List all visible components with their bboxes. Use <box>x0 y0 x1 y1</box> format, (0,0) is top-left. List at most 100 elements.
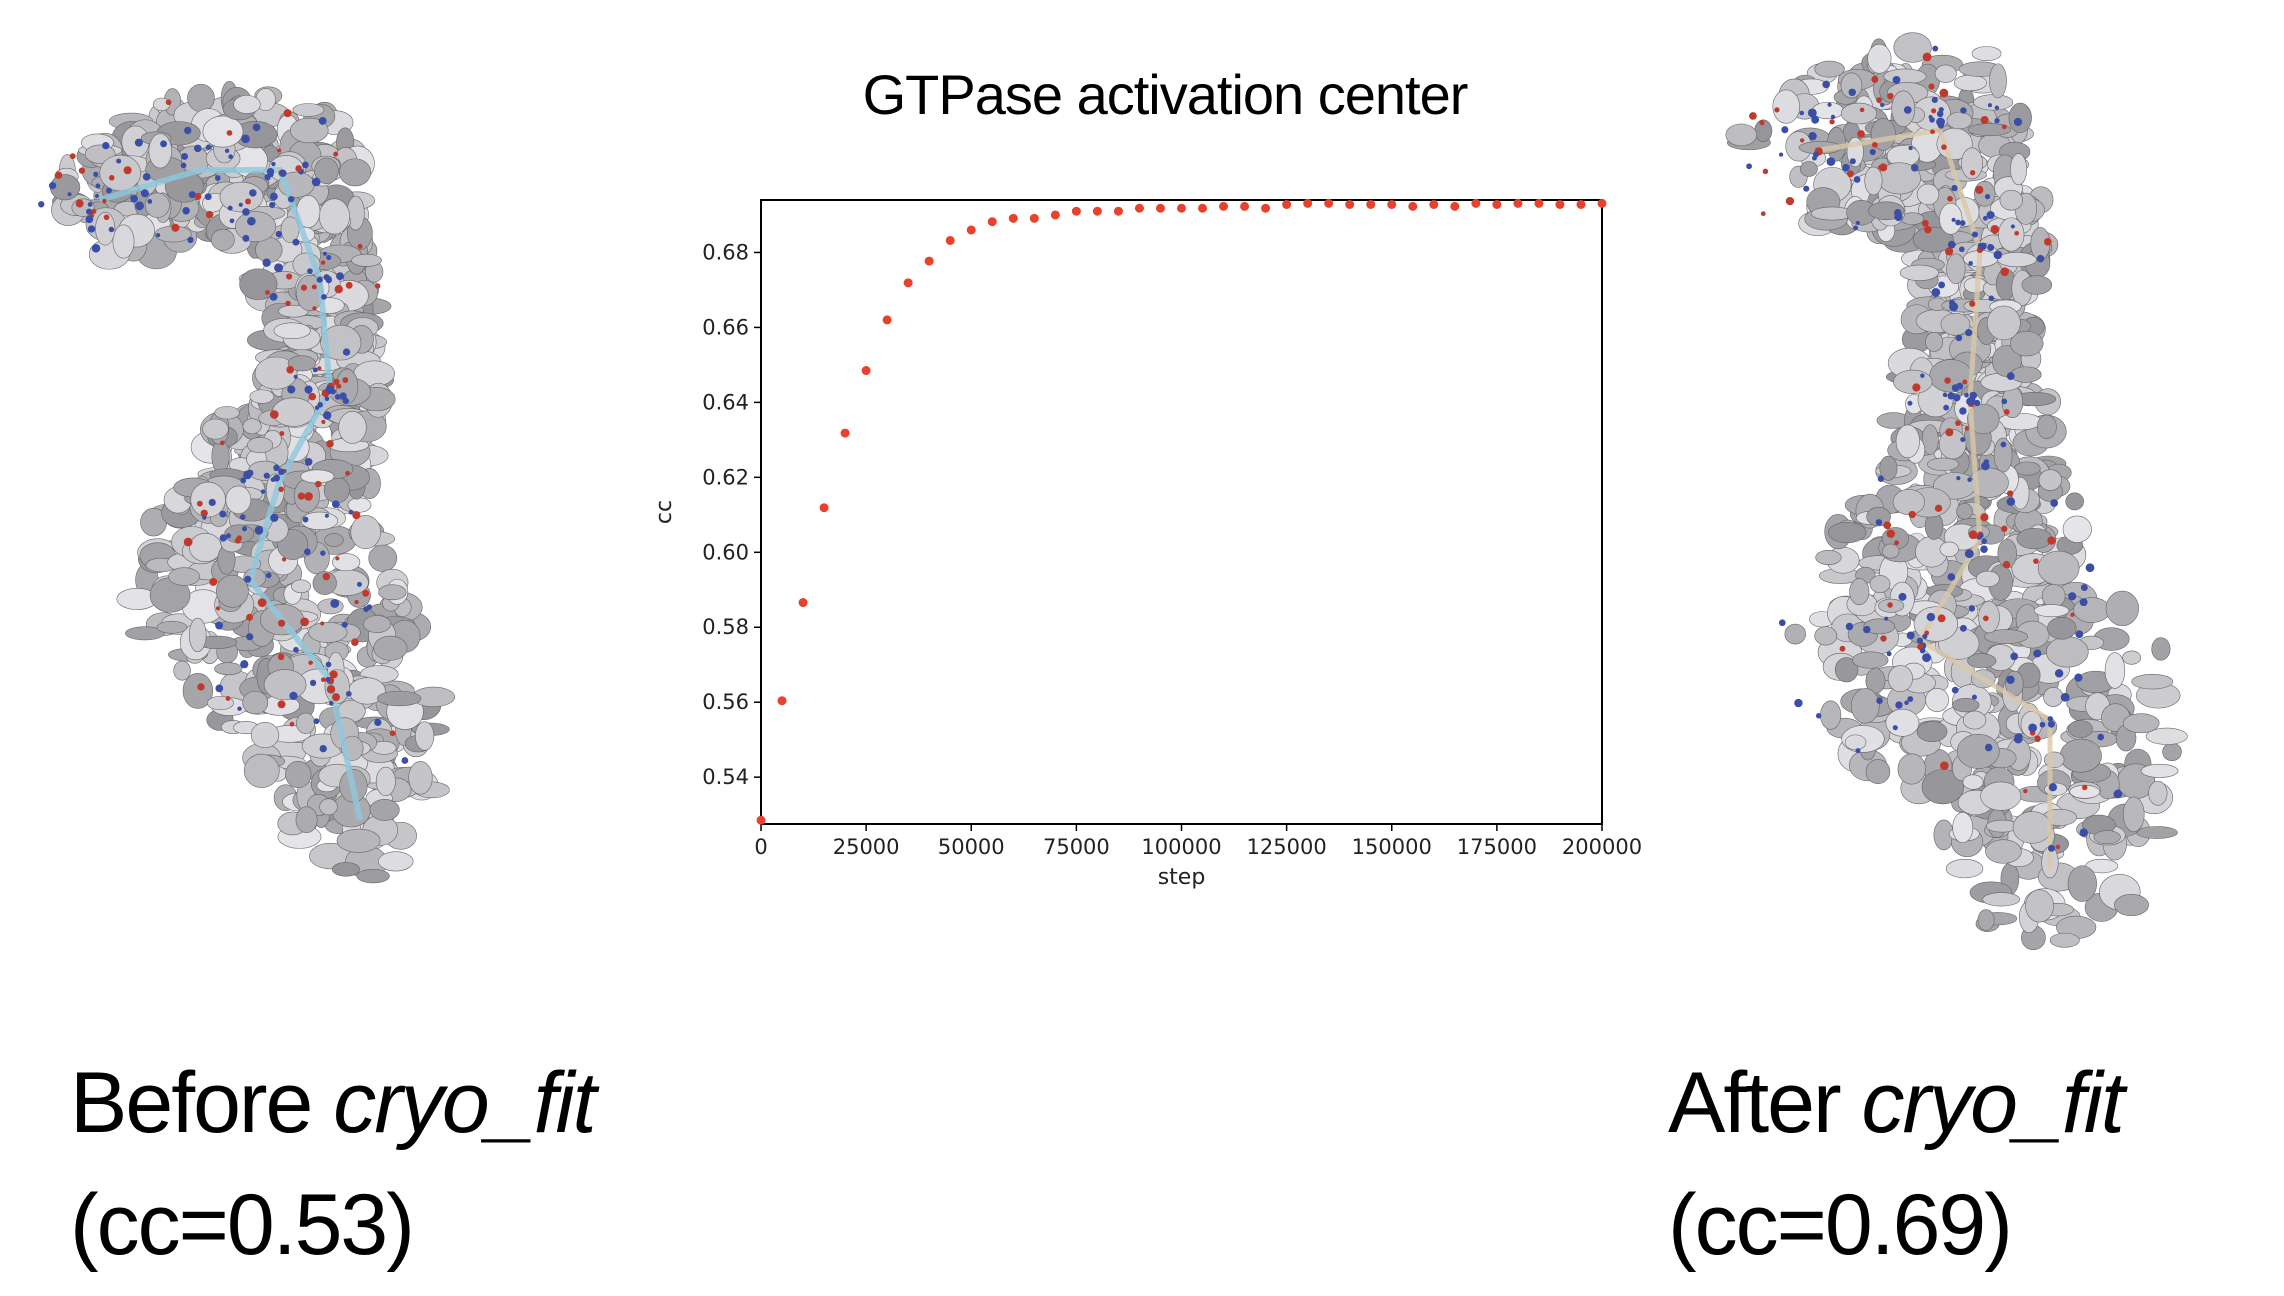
density-blob <box>1849 578 1870 606</box>
atom <box>1892 725 1898 731</box>
atom <box>1875 519 1883 526</box>
density-blob <box>2043 751 2065 769</box>
density-blob <box>351 253 382 267</box>
atom <box>1955 219 1961 226</box>
density-blob <box>1929 359 1973 393</box>
atom <box>1826 157 1836 166</box>
density-blob <box>1865 759 1891 785</box>
atom <box>205 210 214 219</box>
density-blob <box>1997 412 2043 431</box>
atom <box>181 152 189 160</box>
atom <box>1959 246 1965 253</box>
atom <box>362 589 370 597</box>
density-blob <box>312 571 337 595</box>
atom <box>300 617 309 627</box>
atom <box>1938 281 1946 289</box>
density-blob <box>1945 859 1984 879</box>
atom <box>335 556 340 561</box>
atom <box>205 144 212 151</box>
atom <box>2033 558 2039 564</box>
atom <box>1808 131 1817 141</box>
atom <box>240 477 247 484</box>
density-blob <box>292 103 325 117</box>
data-point <box>1134 203 1144 213</box>
density-blob <box>2037 550 2080 586</box>
atom <box>237 706 242 711</box>
atom <box>1994 118 2000 124</box>
data-point <box>1534 198 1544 208</box>
atom <box>1746 163 1752 170</box>
density-blob <box>285 760 312 788</box>
atom <box>1955 334 1963 342</box>
atom <box>348 509 354 515</box>
atom <box>1964 426 1970 431</box>
atom <box>304 492 313 501</box>
data-point <box>987 217 997 227</box>
density-blob <box>1820 700 1842 730</box>
atom <box>287 385 296 394</box>
atom <box>389 730 396 737</box>
atom <box>2034 735 2041 743</box>
density-blob <box>2021 275 2053 295</box>
atom <box>1947 392 1955 400</box>
density-blob <box>1895 424 1920 459</box>
atom <box>2044 238 2052 246</box>
density-blob <box>332 862 360 877</box>
cc-vs-step-chart: 0 25000 50000 75000 100000 125000 150000 175000… <box>652 198 1642 890</box>
density-blob <box>1840 72 1863 99</box>
atom <box>262 258 271 267</box>
density-blob <box>1927 457 1960 471</box>
atom <box>329 700 334 706</box>
atom <box>1876 97 1882 103</box>
density-blob <box>2073 597 2111 623</box>
atom <box>182 206 190 215</box>
data-point <box>1113 206 1123 216</box>
atom <box>194 192 202 200</box>
atom <box>1760 211 1766 217</box>
y-tick-label: 0.56 <box>702 690 749 714</box>
atom <box>1892 75 1901 84</box>
atom <box>1959 407 1967 415</box>
density-blob <box>1863 618 1896 635</box>
density-blob <box>2025 889 2054 923</box>
atom <box>325 661 332 668</box>
density-blob <box>2148 780 2168 806</box>
atom <box>1986 210 1995 220</box>
atom <box>351 638 359 647</box>
atom <box>2048 783 2058 792</box>
data-point <box>1324 198 1334 208</box>
x-tick-label: 50000 <box>938 835 1005 859</box>
density-blob <box>2010 366 2042 383</box>
atom <box>278 619 286 627</box>
atom <box>1919 647 1926 654</box>
atom <box>279 431 285 436</box>
density-blob <box>1975 570 2000 588</box>
density-blob <box>1940 312 1971 336</box>
data-point <box>777 696 787 706</box>
atom <box>240 514 246 520</box>
atom <box>1884 616 1889 621</box>
density-blob <box>1993 437 2013 473</box>
atom <box>1859 107 1865 113</box>
atom <box>242 208 250 216</box>
density-blob <box>356 868 390 884</box>
atom <box>2000 267 2010 276</box>
atom <box>260 489 266 494</box>
data-point <box>1282 199 1292 209</box>
atom <box>1930 129 1935 135</box>
density-blob <box>216 574 249 608</box>
atom <box>336 384 342 389</box>
atom <box>302 161 309 169</box>
atom <box>227 205 233 211</box>
atom <box>1842 163 1850 172</box>
density-blob <box>2067 865 2097 902</box>
atom <box>1916 637 1924 644</box>
atom <box>87 225 96 233</box>
density-blob <box>1866 506 1891 527</box>
data-point <box>1219 201 1229 211</box>
density-blob <box>1885 708 1920 737</box>
data-point <box>1513 198 1523 208</box>
x-tick-label: 25000 <box>833 835 900 859</box>
atom <box>95 183 101 189</box>
density-blob <box>2104 652 2126 689</box>
